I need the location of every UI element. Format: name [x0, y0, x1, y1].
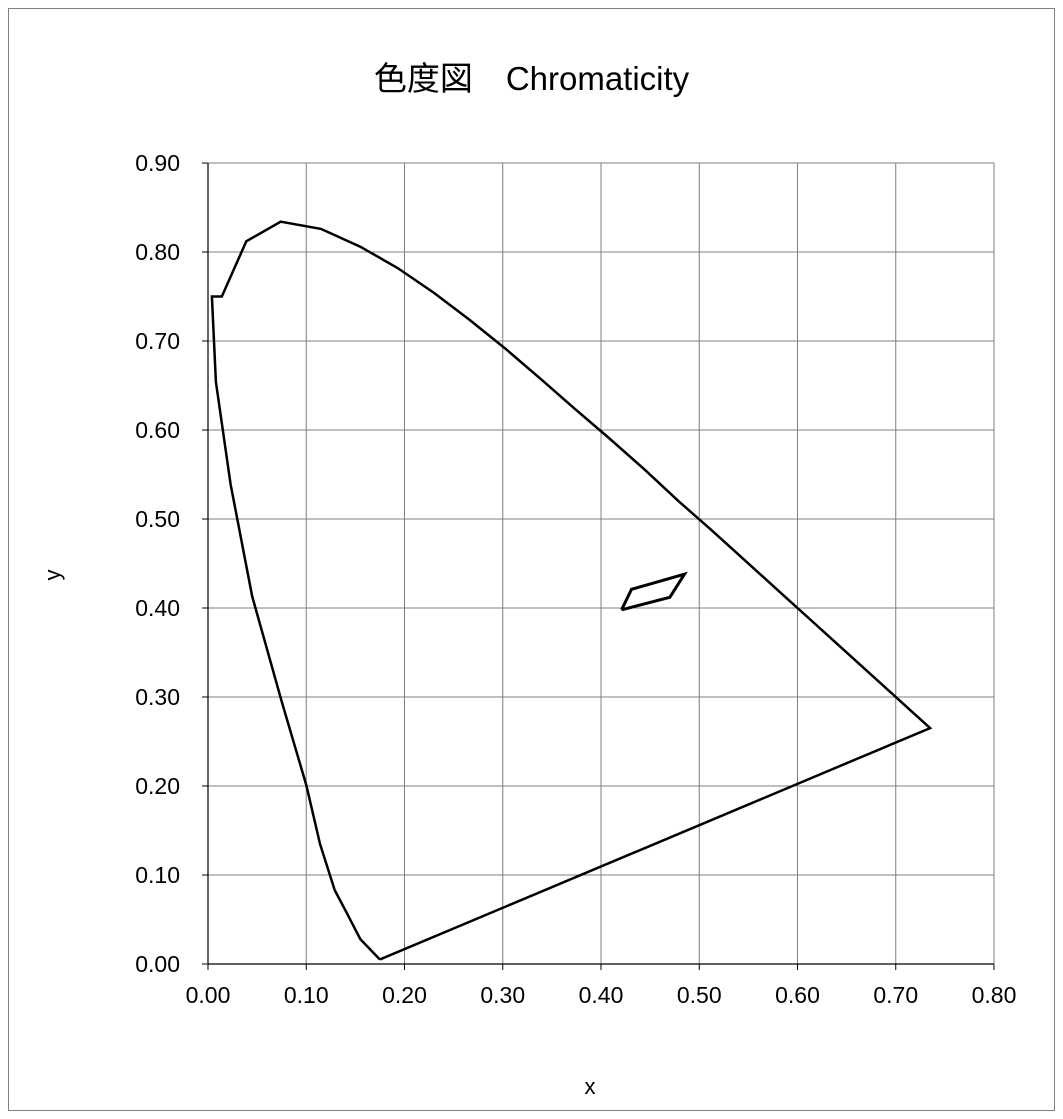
- x-tick-label: 0.60: [775, 982, 820, 1008]
- chart-title: 色度図 Chromaticity: [373, 60, 690, 97]
- y-axis-label: y: [40, 570, 65, 581]
- spectral-locus-line: [210, 220, 933, 961]
- color-region-line: [620, 571, 688, 612]
- y-tick-label: 0.20: [135, 773, 180, 799]
- x-tick-label: 0.00: [186, 982, 231, 1008]
- x-tick-label: 0.20: [382, 982, 427, 1008]
- axes: [202, 162, 995, 970]
- series-lines: [210, 220, 933, 961]
- y-tick-label: 0.30: [135, 684, 180, 710]
- x-tick-label: 0.50: [677, 982, 722, 1008]
- y-tick-label: 0.40: [135, 595, 180, 621]
- y-tick-label: 0.10: [135, 862, 180, 888]
- x-tick-label: 0.10: [284, 982, 329, 1008]
- grid-lines: [208, 163, 994, 964]
- x-axis-label: x: [585, 1074, 596, 1099]
- x-tick-label: 0.80: [972, 982, 1017, 1008]
- y-tick-label: 0.00: [135, 951, 180, 977]
- x-tick-label: 0.70: [873, 982, 918, 1008]
- y-tick-label: 0.60: [135, 417, 180, 443]
- y-tick-label: 0.80: [135, 239, 180, 265]
- y-tick-label: 0.70: [135, 328, 180, 354]
- tick-labels: 0.00 0.10 0.20 0.30 0.40 0.50 0.60 0.70 0.80 0.00…: [135, 150, 1016, 1008]
- x-tick-label: 0.40: [579, 982, 624, 1008]
- y-tick-label: 0.90: [135, 150, 180, 176]
- x-tick-label: 0.30: [480, 982, 525, 1008]
- y-tick-label: 0.50: [135, 506, 180, 532]
